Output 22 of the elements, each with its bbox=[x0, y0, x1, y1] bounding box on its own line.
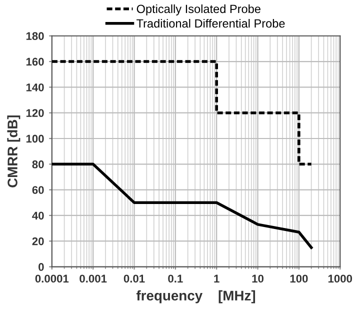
x-tick-label: 100 bbox=[290, 274, 308, 283]
y-tick-label: 20 bbox=[32, 237, 44, 246]
x-tick-label: 0.1 bbox=[168, 274, 183, 283]
y-tick-label: 180 bbox=[26, 32, 44, 40]
x-tick-label: 0.001 bbox=[80, 274, 107, 283]
legend-label: Traditional Differential Probe bbox=[136, 18, 285, 28]
y-tick-label: 140 bbox=[26, 83, 44, 92]
x-axis-title: frequency [MHz] bbox=[136, 290, 256, 304]
x-tick-label: 0.01 bbox=[124, 274, 145, 283]
x-tick-label: 1 bbox=[214, 274, 220, 282]
x-tick-label: 0.0001 bbox=[35, 274, 69, 283]
y-tick-label: 60 bbox=[32, 186, 44, 194]
x-tick-label: 1000 bbox=[328, 274, 352, 283]
y-tick-label: 120 bbox=[26, 109, 44, 117]
legend-label: Optically Isolated Probe bbox=[136, 4, 260, 16]
y-axis-title: CMRR [dB] bbox=[7, 115, 20, 188]
y-tick-label: 40 bbox=[32, 212, 44, 220]
y-tick-label: 100 bbox=[26, 134, 44, 143]
y-tick-label: 80 bbox=[32, 160, 44, 168]
x-tick-label: 10 bbox=[252, 274, 264, 283]
y-tick-label: 0 bbox=[38, 263, 44, 271]
y-tick-label: 160 bbox=[26, 58, 44, 66]
